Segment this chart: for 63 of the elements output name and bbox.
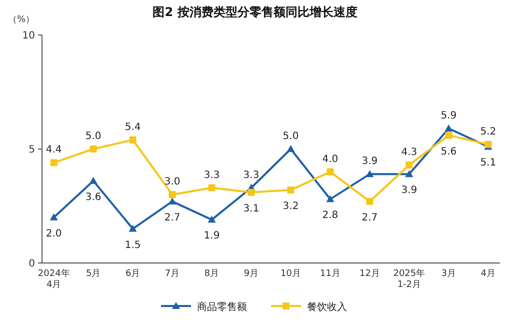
point: [208, 216, 216, 223]
point: [89, 176, 98, 184]
point: [90, 146, 97, 152]
x-tick-label: 4月: [480, 269, 496, 279]
data-label: 2.7: [164, 212, 180, 224]
x-tick-label: 5月: [86, 269, 101, 279]
legend-label: 商品零售额: [197, 301, 247, 313]
data-label: 2.0: [46, 228, 62, 240]
x-tick-label: 10月: [280, 269, 301, 279]
legend-label: 餐饮收入: [307, 301, 347, 313]
x-tick-label: 8月: [204, 269, 220, 279]
y-tick-label: 10: [22, 30, 35, 42]
data-label: 1.9: [204, 230, 220, 242]
data-label: 1.5: [124, 240, 141, 251]
point: [129, 136, 136, 144]
x-tick-label: 2025年 1-2月: [393, 268, 426, 290]
point: [405, 170, 414, 178]
data-label: 3.9: [401, 185, 418, 196]
point: [445, 132, 452, 139]
data-label: 3.6: [85, 192, 102, 203]
data-label: 3.3: [243, 170, 260, 181]
data-label: 3.0: [164, 176, 180, 188]
data-label: 4.4: [46, 144, 62, 156]
data-label: 5.1: [480, 158, 496, 169]
point: [168, 191, 176, 198]
x-tick-label: 3月: [441, 269, 456, 279]
y-tick-label: 5: [28, 144, 35, 156]
x-tick-label: 7月: [164, 269, 180, 279]
data-label: 5.9: [440, 110, 457, 122]
point: [286, 145, 295, 152]
point: [50, 159, 58, 166]
point: [366, 198, 374, 205]
point: [444, 124, 453, 132]
data-label: 3.1: [243, 203, 260, 214]
point: [128, 224, 137, 232]
point: [50, 213, 58, 220]
x-tick-label: 11月: [320, 269, 340, 279]
data-label: 5.0: [282, 131, 299, 142]
x-tick-label: 6月: [125, 269, 140, 279]
data-label: 3.9: [362, 156, 378, 168]
chart-title: 图2 按消费类型分零售额同比增长速度: [152, 5, 358, 19]
data-label: 2.7: [362, 212, 378, 224]
point: [326, 195, 334, 202]
point: [326, 168, 334, 176]
data-label: 5.0: [85, 131, 102, 142]
data-label: 5.6: [440, 146, 457, 158]
data-label: 3.2: [282, 201, 299, 212]
point: [406, 161, 413, 168]
data-label: 3.3: [204, 170, 220, 181]
point: [208, 184, 216, 192]
x-tick-label: 2024年 4月: [38, 268, 70, 290]
data-label: 5.4: [124, 122, 141, 133]
data-label: 4.0: [322, 154, 338, 165]
point: [366, 170, 374, 178]
data-label: 2.8: [322, 210, 338, 222]
point: [287, 186, 294, 194]
y-axis-title: （%）: [8, 15, 35, 25]
y-tick-label: 0: [28, 258, 35, 270]
data-label: 5.2: [480, 126, 496, 138]
data-label: 4.3: [401, 146, 418, 158]
point: [248, 188, 255, 196]
x-tick-label: 9月: [244, 269, 259, 279]
x-tick-label: 12月: [359, 269, 380, 279]
